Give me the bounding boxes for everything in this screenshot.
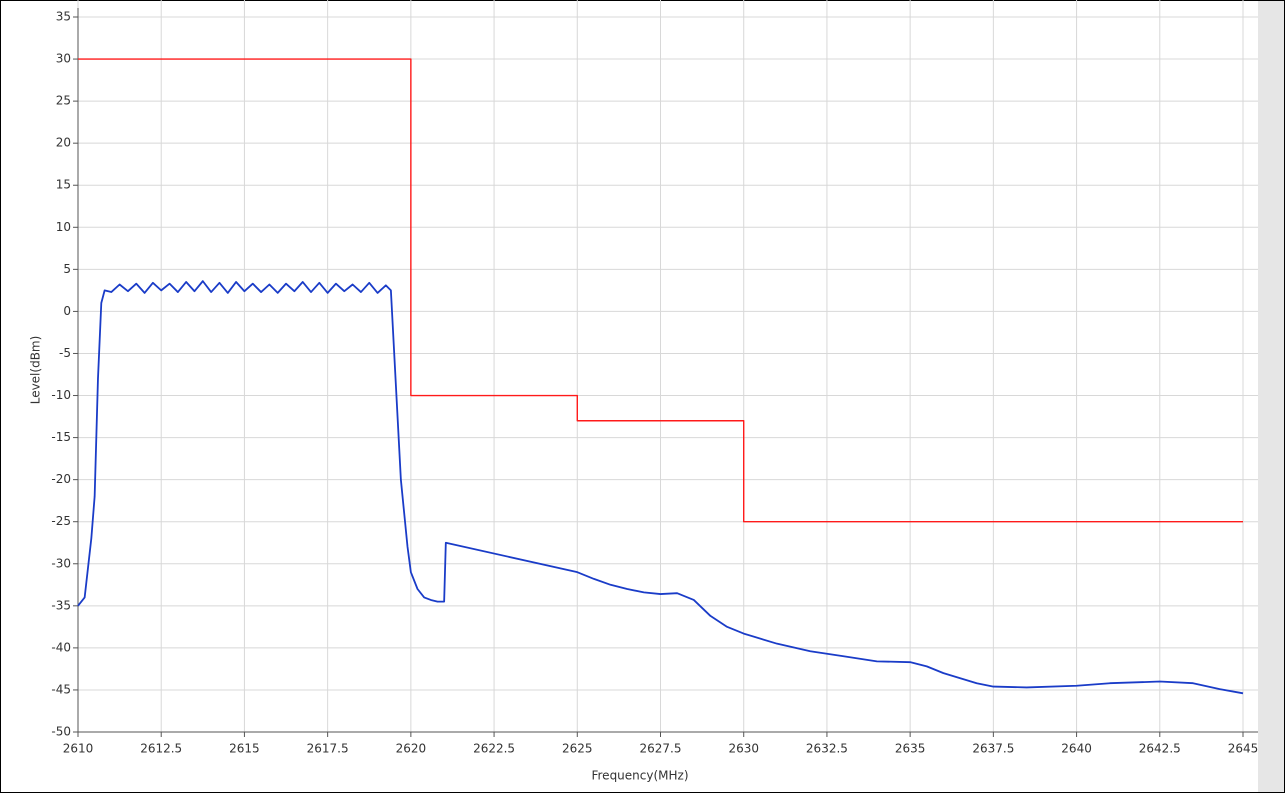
- y-tick-label: 25: [56, 94, 71, 108]
- y-tick-label: 0: [63, 304, 71, 318]
- y-tick-label: -10: [51, 388, 71, 402]
- x-tick-label: 2620: [396, 742, 427, 756]
- x-tick-label: 2610: [63, 742, 94, 756]
- x-tick-label: 2625: [562, 742, 593, 756]
- x-tick-label: 2637.5: [972, 742, 1014, 756]
- side-panel: [1258, 1, 1284, 792]
- x-tick-label: 2615: [229, 742, 260, 756]
- y-axis-title: Level(dBm): [29, 336, 43, 405]
- y-tick-label: -15: [51, 430, 71, 444]
- x-tick-label: 2622.5: [473, 742, 515, 756]
- x-tick-label: 2617.5: [307, 742, 349, 756]
- y-tick-label: 10: [56, 220, 71, 234]
- y-tick-label: 30: [56, 52, 71, 66]
- y-tick-label: -50: [51, 725, 71, 739]
- series-line: [77, 280, 1244, 695]
- x-tick-label: 2632.5: [806, 742, 848, 756]
- x-tick-label: 2627.5: [640, 742, 682, 756]
- y-tick-label: -20: [51, 472, 71, 486]
- y-tick-label: 5: [63, 262, 71, 276]
- y-tick-label: -35: [51, 598, 71, 612]
- plot-area: [78, 8, 1258, 732]
- x-tick-label: 2612.5: [140, 742, 182, 756]
- x-tick-label: 2640: [1061, 742, 1092, 756]
- x-tick-label: 2642.5: [1139, 742, 1181, 756]
- y-tick-label: -45: [51, 682, 71, 696]
- y-tick-label: 35: [56, 10, 71, 24]
- x-tick-label: 2645: [1228, 742, 1259, 756]
- y-tick-label: 15: [56, 178, 71, 192]
- y-tick-label: -5: [59, 346, 71, 360]
- y-tick-label: -25: [51, 514, 71, 528]
- x-axis-title: Frequency(MHz): [591, 769, 688, 783]
- y-tick-label: -40: [51, 640, 71, 654]
- x-tick-label: 2630: [728, 742, 759, 756]
- y-tick-label: -30: [51, 556, 71, 570]
- y-tick-label: 20: [56, 136, 71, 150]
- x-tick-label: 2635: [895, 742, 926, 756]
- series-line: [78, 58, 1243, 523]
